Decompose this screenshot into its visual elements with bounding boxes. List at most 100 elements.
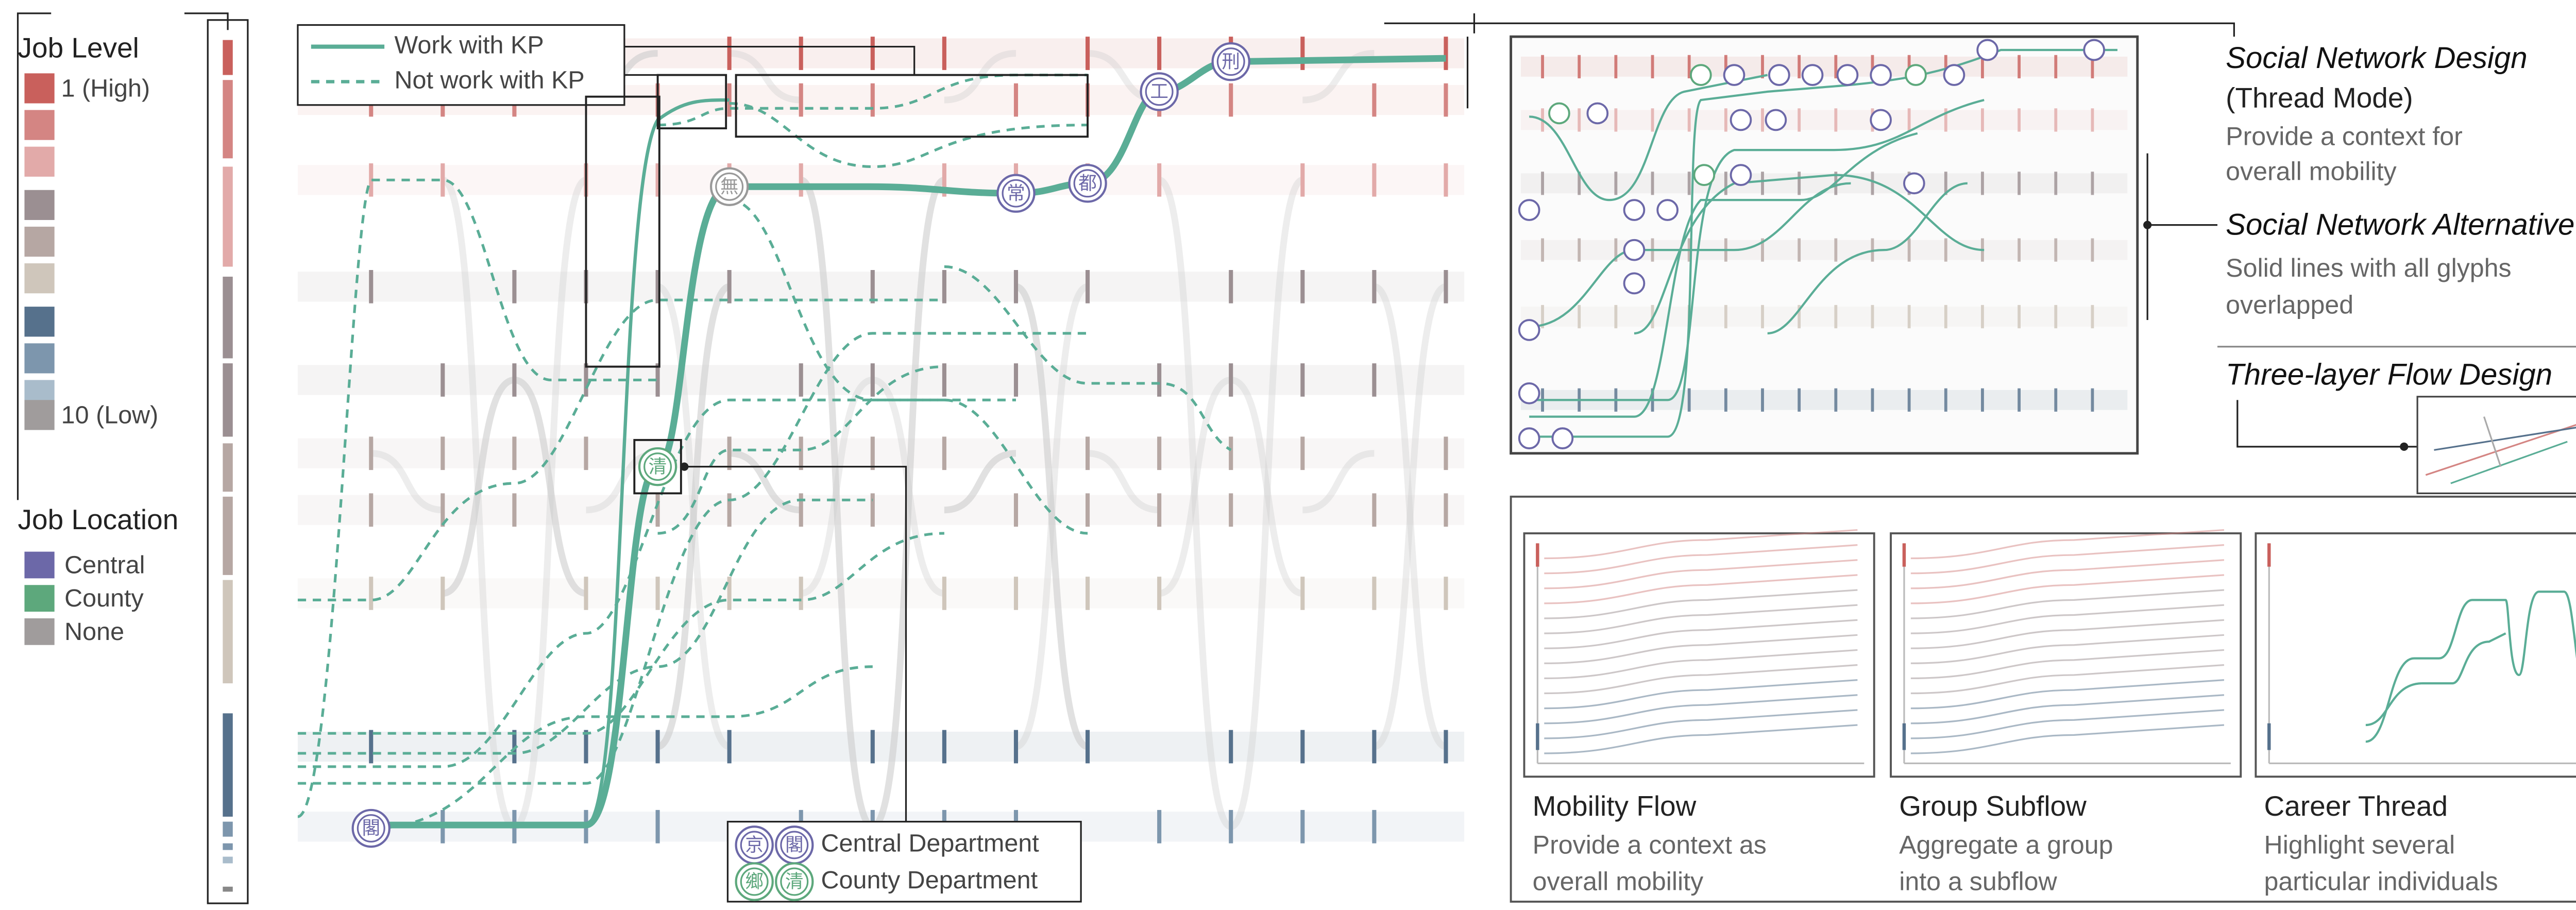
inset-glyph (1623, 272, 1646, 295)
inset-glyph (1768, 64, 1790, 86)
flow-curve (871, 176, 946, 830)
panel-flow (1910, 679, 2225, 710)
inset-thread (1634, 174, 1985, 334)
callout (624, 45, 916, 76)
flow-curve (1087, 450, 1160, 514)
annotation-text: Provide a context for (2226, 122, 2463, 151)
location-swatch (24, 551, 55, 579)
kp-thread-light (585, 98, 730, 827)
flow-curve (514, 376, 587, 597)
kp-thread (371, 55, 1446, 829)
inset-glyph (1518, 427, 1540, 450)
panel-flow (1544, 694, 1858, 724)
flow-band (297, 578, 1465, 609)
flow-band (297, 438, 1465, 468)
flow-curve (871, 176, 946, 830)
panel-text: Highlight several (2264, 830, 2455, 859)
panel-frame (2255, 532, 2576, 778)
level-strip-segment (223, 821, 233, 837)
panel-flow (1910, 664, 2225, 695)
level-strip-segment (223, 443, 233, 492)
level-strip-segment (223, 886, 233, 892)
flow-curve (729, 50, 801, 104)
glyph-label: 閣 (785, 834, 804, 855)
level-strip-segment (223, 40, 233, 75)
location-swatch (24, 618, 55, 645)
flow-curve (729, 450, 802, 514)
thumb-line (2434, 427, 2576, 451)
thumb-line (2450, 441, 2568, 484)
panel-flow (1544, 529, 1858, 560)
inset-glyph (1551, 427, 1574, 450)
inset-thread (1529, 182, 1851, 328)
glyph-inner (715, 172, 744, 201)
level-swatch (24, 263, 55, 294)
level-swatch (24, 73, 55, 104)
inset-glyph (1518, 319, 1540, 341)
dashed-thread (371, 665, 873, 830)
annotation-text: overall mobility (2226, 157, 2397, 186)
callout-dot (2143, 221, 2152, 229)
panel-flow (1544, 559, 1858, 589)
inset-glyph (1765, 109, 1787, 131)
flow-curve (370, 450, 443, 514)
callout (2236, 400, 2418, 448)
panel-title: Career Thread (2264, 790, 2448, 822)
annotation-subtitle: (Thread Mode) (2226, 82, 2413, 114)
inset-glyph (1836, 64, 1859, 86)
panel-title: Group Subflow (1899, 790, 2087, 822)
legend-title: Job Level (18, 32, 139, 64)
level-swatch (24, 110, 55, 140)
flow-curve (1159, 376, 1232, 597)
inset-glyph (1903, 172, 1925, 195)
callout (2146, 153, 2217, 321)
inset-glyph (1905, 64, 1927, 86)
flow-curve (1015, 283, 1089, 750)
flow-curve (800, 176, 874, 830)
dashed-thread (729, 198, 1088, 535)
inset-thread (1529, 132, 1918, 418)
panel-flow (1544, 679, 1858, 710)
flow-curve (1302, 50, 1375, 104)
panel-text: Aggregate a group (1899, 830, 2113, 859)
glyph-inner (740, 831, 769, 860)
annotation-text: overlapped (2226, 290, 2353, 319)
flow-band (297, 165, 1465, 195)
dashed-thread (297, 298, 944, 601)
inset-glyph (1586, 102, 1609, 125)
thumb-3d (2416, 396, 2576, 495)
glyph-label: 常 (1007, 183, 1025, 204)
panel-text: into a subflow (1899, 867, 2057, 896)
dept-label: Central Department (821, 830, 1040, 857)
flow-curve (442, 176, 516, 830)
inset-thread (1767, 182, 1968, 334)
flow-curve (514, 376, 587, 597)
level-strip-segment (223, 166, 233, 267)
panel-flow (1910, 694, 2225, 724)
glyph-inner (1216, 47, 1245, 76)
dept-label: County Department (821, 866, 1038, 894)
panel-flow (1544, 649, 1858, 680)
flow-band (297, 272, 1465, 302)
level-strip-segment (223, 496, 233, 575)
glyph-label: 都 (1078, 173, 1097, 194)
level-swatch (24, 146, 55, 177)
legend-label: Work with KP (395, 31, 544, 59)
panel-text: overall mobility (1533, 867, 1704, 896)
inset-band (1521, 110, 2128, 130)
dashed-thread (729, 102, 1088, 168)
panel-flow (1910, 544, 2225, 575)
inset-glyph (1730, 164, 1752, 186)
inset-glyph (1656, 199, 1679, 221)
thumb-line (2483, 416, 2502, 467)
panel-flow (1544, 574, 1858, 604)
annotation-text: Solid lines with all glyphs (2226, 254, 2511, 282)
level-strip-segment (223, 843, 233, 850)
flow-curve (1015, 283, 1089, 750)
legend-label: None (64, 618, 124, 646)
legend-label: 10 (Low) (61, 401, 159, 429)
panel-flow (1910, 724, 2225, 754)
flow-curve (442, 376, 515, 597)
panel-flow (1544, 619, 1858, 649)
